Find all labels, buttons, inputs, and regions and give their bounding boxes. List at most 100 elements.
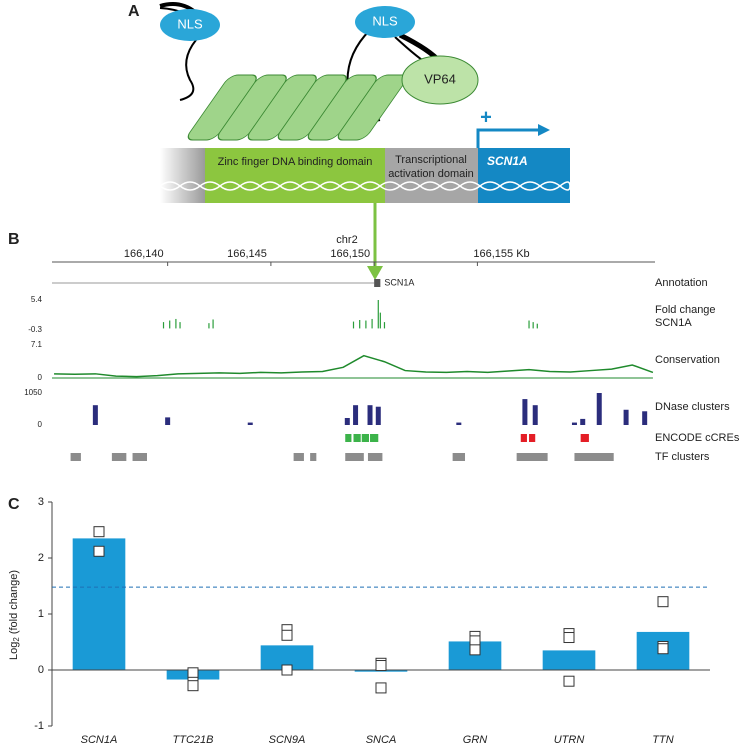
track-axis-label: 0	[38, 420, 43, 429]
track-label: ENCODE cCREs	[655, 432, 740, 444]
x-tick-label: SCN9A	[269, 734, 306, 746]
track-axis-label: 7.1	[31, 340, 43, 349]
replicate-point	[469, 644, 481, 656]
y-label-sub: 2	[12, 637, 21, 642]
nls-2	[355, 6, 415, 38]
ccre	[520, 434, 527, 442]
x-tick-label: 166,155 Kb	[473, 248, 529, 260]
dna-helix	[159, 181, 571, 191]
tf-cluster	[70, 453, 81, 461]
dnase-bar	[344, 417, 350, 425]
x-tick-label: 166,150	[330, 248, 370, 260]
x-tick-label: UTRN	[554, 734, 585, 746]
tf-cluster	[367, 453, 383, 461]
track-axis-label: -0.3	[28, 325, 42, 334]
dnase-bar	[247, 422, 253, 425]
zinc-fingers	[187, 74, 407, 141]
dnase-bar	[375, 406, 381, 425]
tf-cluster	[574, 453, 614, 461]
dnase-bar	[532, 405, 538, 425]
tf-cluster	[293, 453, 304, 461]
tf-cluster	[310, 453, 317, 461]
x-tick-label: TTN	[652, 734, 673, 746]
dnase-bar	[353, 405, 359, 425]
vp64	[401, 55, 479, 105]
replicate-point	[281, 629, 293, 641]
dnase-bar	[165, 417, 171, 425]
track-axis-label: 5.4	[31, 295, 43, 304]
ccre	[529, 434, 536, 442]
panel-label: A	[128, 3, 140, 20]
tss-arrow	[476, 128, 540, 148]
replicate-point	[375, 682, 387, 694]
track-label: Annotation	[655, 277, 708, 289]
x-tick-label: SCN1A	[81, 734, 118, 746]
track-label: TF clusters	[655, 451, 710, 463]
replicate-point	[375, 660, 387, 672]
x-tick-label: 166,145	[227, 248, 267, 260]
replicate-point	[93, 545, 105, 557]
dnase-bar	[571, 422, 577, 425]
dnase-bar	[522, 399, 528, 425]
dnase-bar	[580, 418, 586, 425]
dnase-bar	[367, 405, 373, 425]
panel-label: B	[8, 231, 20, 248]
gene-label: SCN1A	[384, 277, 414, 287]
track-axis-label: 0	[38, 373, 43, 382]
tf-cluster	[111, 453, 127, 461]
pointer-head	[367, 266, 383, 280]
bar	[542, 650, 596, 670]
activation-domain	[385, 148, 478, 203]
replicate-point	[563, 675, 575, 687]
y-tick-label: 3	[38, 496, 44, 508]
chrom: chr2	[336, 234, 357, 246]
vp64-label: VP64	[424, 71, 456, 86]
nls-label: NLS	[372, 13, 398, 28]
y-axis-label: Log2 (fold change)	[8, 570, 21, 660]
activation-label: Transcriptional	[395, 154, 467, 166]
nls-1	[160, 9, 220, 41]
dnase-bar	[623, 409, 629, 425]
plus: +	[480, 106, 492, 128]
tf-cluster	[132, 453, 147, 461]
dnase-bar	[456, 422, 462, 425]
x-tick-label: 166,140	[124, 248, 164, 260]
dnase-bar	[92, 405, 98, 425]
x-tick-label: GRN	[463, 734, 488, 746]
replicate-point	[93, 526, 105, 538]
replicate-point	[563, 632, 575, 644]
dnase-bar	[596, 393, 602, 425]
ccre	[353, 434, 361, 442]
zf-label: Zinc finger DNA binding domain	[218, 156, 373, 168]
track-axis-label: 1050	[24, 388, 42, 397]
y-tick-label: 0	[38, 664, 44, 676]
replicate-point	[657, 643, 669, 655]
bar	[72, 538, 126, 670]
replicate-point	[281, 664, 293, 676]
y-tick-label: 2	[38, 552, 44, 564]
gene-region	[478, 148, 570, 203]
y-label: Log	[8, 642, 20, 660]
gene-label: SCN1A	[487, 154, 528, 168]
dna-region	[160, 148, 205, 203]
replicate-point	[187, 667, 199, 679]
y-tick-label: 1	[38, 608, 44, 620]
tf-cluster	[516, 453, 548, 461]
x-tick-label: TTC21B	[173, 734, 214, 746]
dnase-bar	[642, 411, 648, 425]
zf-domain	[205, 148, 385, 203]
y-tick-label: -1	[34, 720, 44, 732]
tf-cluster	[452, 453, 466, 461]
nls-label: NLS	[177, 16, 203, 31]
y-label-rest: (fold change)	[8, 570, 20, 637]
track-label: SCN1A	[655, 317, 692, 329]
ccre	[345, 434, 352, 442]
ccre	[361, 434, 369, 442]
ccre	[370, 434, 379, 442]
track-label: DNase clusters	[655, 401, 730, 413]
activation-label: activation domain	[388, 168, 474, 180]
gene-box	[374, 279, 381, 287]
panel-label: C	[8, 496, 20, 513]
x-tick-label: SNCA	[366, 734, 397, 746]
